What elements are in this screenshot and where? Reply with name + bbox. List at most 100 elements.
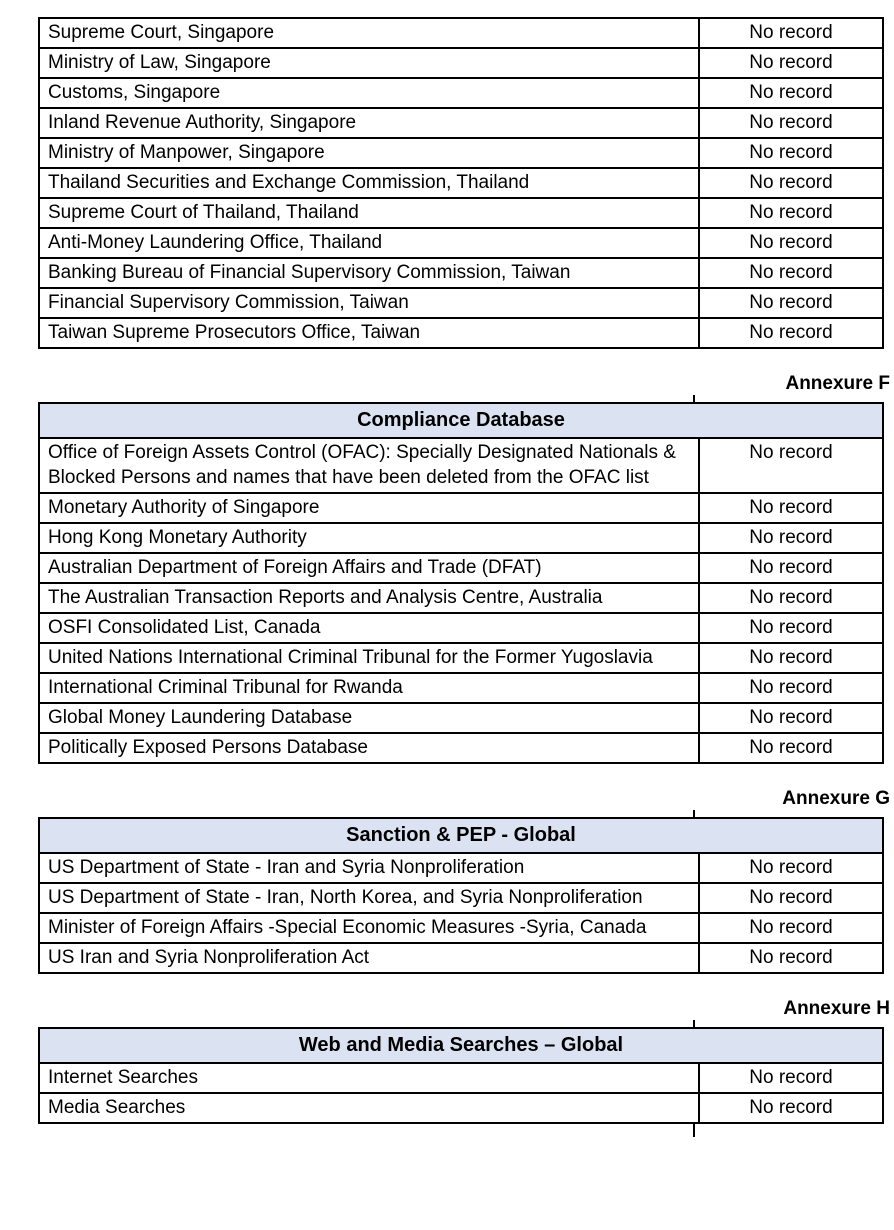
- source-name: Supreme Court, Singapore: [38, 17, 700, 49]
- source-name: US Department of State - Iran and Syria …: [38, 852, 700, 884]
- compliance-database-table-wrap: Compliance Database Office of Foreign As…: [37, 395, 885, 764]
- table-row: Supreme Court of Thailand, Thailand No re…: [38, 197, 884, 229]
- result-value: No record: [697, 642, 885, 674]
- source-name: Financial Supervisory Commission, Taiwan: [38, 287, 700, 319]
- table-row: Taiwan Supreme Prosecutors Office, Taiwa…: [38, 317, 884, 349]
- table-row: Minister of Foreign Affairs -Special Eco…: [38, 912, 885, 944]
- table-body: US Department of State - Iran and Syria …: [38, 852, 885, 974]
- result-value: No record: [698, 1092, 884, 1124]
- source-name: Ministry of Manpower, Singapore: [38, 137, 700, 169]
- sanction-pep-table: Sanction & PEP - Global US Department of…: [37, 817, 885, 974]
- table-row: Media Searches No record: [38, 1092, 884, 1124]
- result-value: No record: [697, 702, 885, 734]
- source-name: Inland Revenue Authority, Singapore: [38, 107, 700, 139]
- table-row: Anti-Money Laundering Office, Thailand No…: [38, 227, 884, 259]
- source-name: Media Searches: [38, 1092, 700, 1124]
- result-value: No record: [698, 317, 884, 349]
- table-title: Sanction & PEP - Global: [37, 817, 885, 854]
- result-value: No record: [697, 522, 885, 554]
- result-value: No record: [697, 552, 885, 584]
- result-value: No record: [698, 77, 884, 109]
- source-name: Internet Searches: [38, 1062, 700, 1094]
- table-row: Australian Department of Foreign Affairs…: [38, 552, 885, 584]
- result-value: No record: [698, 1062, 884, 1094]
- source-name: Anti-Money Laundering Office, Thailand: [38, 227, 700, 259]
- table-row: US Iran and Syria Nonproliferation Act No…: [38, 942, 885, 974]
- source-name: Australian Department of Foreign Affairs…: [38, 552, 700, 584]
- result-value: No record: [698, 257, 884, 289]
- table-row: Ministry of Law, Singapore No record: [38, 47, 884, 79]
- annexure-g-label: Annexure G: [782, 788, 890, 809]
- table-row: Inland Revenue Authority, Singapore No re…: [38, 107, 884, 139]
- table-body: Supreme Court, Singapore No record Ministr…: [38, 17, 884, 349]
- table-row: Thailand Securities and Exchange Commiss…: [38, 167, 884, 199]
- result-value: No record: [698, 47, 884, 79]
- result-value: No record: [697, 882, 885, 914]
- table-row: Monetary Authority of Singapore No record: [38, 492, 885, 524]
- table-row: Supreme Court, Singapore No record: [38, 17, 884, 49]
- table-row: Politically Exposed Persons Database No r…: [38, 732, 885, 764]
- table-row: Global Money Laundering Database No recor…: [38, 702, 885, 734]
- table-row: Ministry of Manpower, Singapore No record: [38, 137, 884, 169]
- table-title: Web and Media Searches – Global: [38, 1027, 884, 1064]
- source-name: International Criminal Tribunal for Rwan…: [38, 672, 700, 704]
- table-row: Internet Searches No record: [38, 1062, 884, 1094]
- result-value: No record: [697, 672, 885, 704]
- table-row: International Criminal Tribunal for Rwan…: [38, 672, 885, 704]
- annexure-f-section: Annexure F Compliance Database Office of…: [37, 371, 894, 764]
- table-row: Customs, Singapore No record: [38, 77, 884, 109]
- source-name: Hong Kong Monetary Authority: [38, 522, 700, 554]
- annexure-g-section: Annexure G Sanction & PEP - Global US De…: [37, 786, 894, 974]
- compliance-database-table: Compliance Database Office of Foreign As…: [37, 402, 885, 764]
- result-value: No record: [698, 107, 884, 139]
- source-name: Ministry of Law, Singapore: [38, 47, 700, 79]
- source-name: Global Money Laundering Database: [38, 702, 700, 734]
- report-page: Supreme Court, Singapore No record Ministr…: [37, 17, 894, 1137]
- source-name: Office of Foreign Assets Control (OFAC):…: [38, 437, 700, 494]
- source-name: Supreme Court of Thailand, Thailand: [38, 197, 700, 229]
- table-row: Banking Bureau of Financial Supervisory …: [38, 257, 884, 289]
- source-name: Minister of Foreign Affairs -Special Eco…: [38, 912, 700, 944]
- result-value: No record: [697, 852, 885, 884]
- source-name: US Iran and Syria Nonproliferation Act: [38, 942, 700, 974]
- result-value: No record: [698, 287, 884, 319]
- table-row: Financial Supervisory Commission, Taiwan…: [38, 287, 884, 319]
- table-row: Office of Foreign Assets Control (OFAC):…: [38, 437, 885, 494]
- source-name: Thailand Securities and Exchange Commiss…: [38, 167, 700, 199]
- result-value: No record: [698, 167, 884, 199]
- table-body: Office of Foreign Assets Control (OFAC):…: [38, 437, 885, 764]
- screening-results-continuation-table: Supreme Court, Singapore No record Ministr…: [38, 17, 884, 349]
- result-value: No record: [698, 137, 884, 169]
- column-divider-stub: [693, 1020, 695, 1027]
- column-divider-stub: [693, 395, 695, 402]
- result-value: No record: [698, 17, 884, 49]
- table-header-row: Web and Media Searches – Global: [38, 1027, 884, 1064]
- source-name: US Department of State - Iran, North Kor…: [38, 882, 700, 914]
- web-media-searches-table-wrap: Web and Media Searches – Global Internet…: [38, 1020, 884, 1137]
- source-name: The Australian Transaction Reports and A…: [38, 582, 700, 614]
- screening-results-continuation: Supreme Court, Singapore No record Ministr…: [38, 17, 884, 349]
- column-divider-stub: [693, 810, 695, 817]
- result-value: No record: [697, 732, 885, 764]
- result-value: No record: [698, 197, 884, 229]
- result-value: No record: [697, 912, 885, 944]
- source-name: United Nations International Criminal Tr…: [38, 642, 700, 674]
- sanction-pep-table-wrap: Sanction & PEP - Global US Department of…: [37, 810, 885, 974]
- table-title: Compliance Database: [37, 402, 885, 439]
- table-row: Hong Kong Monetary Authority No record: [38, 522, 885, 554]
- source-name: Customs, Singapore: [38, 77, 700, 109]
- source-name: Politically Exposed Persons Database: [38, 732, 700, 764]
- result-value: No record: [697, 492, 885, 524]
- table-row: US Department of State - Iran and Syria …: [38, 852, 885, 884]
- web-media-searches-table: Web and Media Searches – Global Internet…: [38, 1027, 884, 1124]
- table-header-row: Compliance Database: [37, 402, 885, 439]
- source-name: Banking Bureau of Financial Supervisory …: [38, 257, 700, 289]
- table-row: The Australian Transaction Reports and A…: [38, 582, 885, 614]
- table-header-row: Sanction & PEP - Global: [37, 817, 885, 854]
- table-body: Internet Searches No record Media Searches…: [38, 1062, 884, 1124]
- table-row: OSFI Consolidated List, Canada No record: [38, 612, 885, 644]
- source-name: Taiwan Supreme Prosecutors Office, Taiwa…: [38, 317, 700, 349]
- source-name: Monetary Authority of Singapore: [38, 492, 700, 524]
- table-row: United Nations International Criminal Tr…: [38, 642, 885, 674]
- result-value: No record: [697, 437, 885, 494]
